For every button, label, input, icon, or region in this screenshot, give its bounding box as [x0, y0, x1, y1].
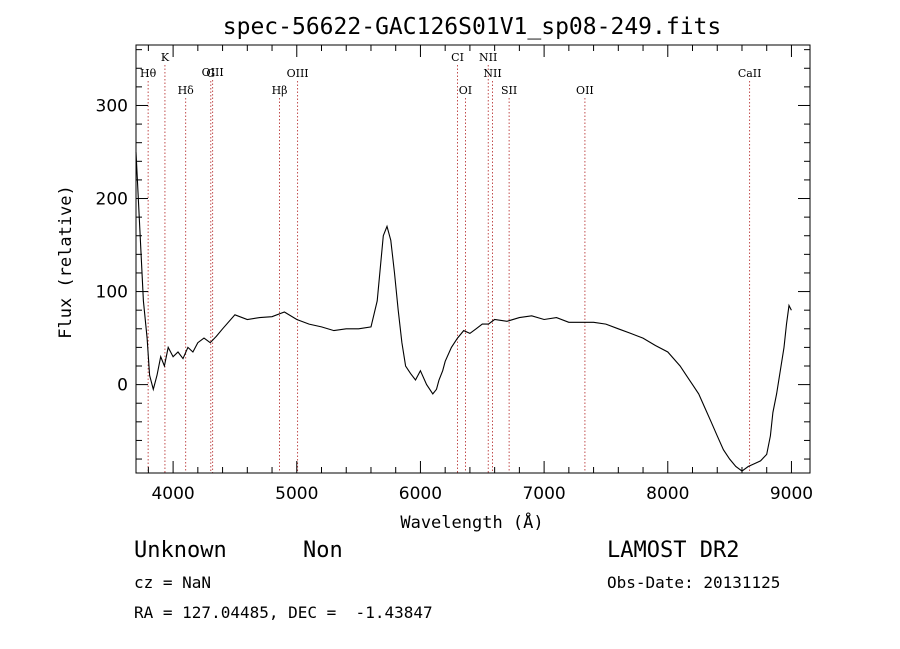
spectral-line-label: CaII — [738, 67, 762, 80]
x-tick-label: 9000 — [770, 484, 813, 504]
chart-title: spec-56622-GAC126S01V1_sp08-249.fits — [223, 14, 722, 40]
y-tick-label: 200 — [96, 190, 128, 210]
y-tick-label: 100 — [96, 283, 128, 303]
spectrum-series-line — [135, 151, 792, 472]
spectral-line-label: OIII — [202, 66, 224, 79]
object-subclass: Non — [303, 538, 343, 563]
spectral-line-label: Hθ — [140, 67, 157, 80]
y-axis-label: Flux (relative) — [56, 185, 76, 339]
y-tick-label: 0 — [117, 376, 128, 396]
spectral-line-label: OI — [459, 84, 472, 97]
spectral-line-label: OII — [576, 84, 594, 97]
plot-frame — [135, 44, 811, 474]
spectral-line-label: CI — [451, 51, 464, 64]
spectral-line-label: SII — [501, 84, 517, 97]
observation-date: Obs-Date: 20131125 — [607, 573, 781, 592]
axis-ticks: 4000 5000 6000 7000 8000 9000 0 100 200 300 — [96, 45, 813, 504]
spectral-line-label: G — [206, 67, 215, 80]
x-tick-label: 4000 — [151, 484, 194, 504]
object-class: Unknown — [134, 538, 227, 563]
spectral-line-label: OIII — [287, 67, 309, 80]
sky-coordinates: RA = 127.04485, DEC = -1.43847 — [134, 603, 433, 622]
spectral-line-label: NII — [479, 51, 497, 64]
spectral-line-markers — [147, 65, 751, 473]
spectral-line-label: Hδ — [178, 84, 195, 97]
x-tick-label: 8000 — [646, 484, 689, 504]
x-axis-label: Wavelength (Å) — [400, 511, 543, 533]
spectral-line-label: K — [161, 51, 170, 64]
y-tick-label: 300 — [96, 96, 128, 116]
x-tick-label: 7000 — [522, 484, 565, 504]
x-tick-label: 5000 — [275, 484, 318, 504]
redshift-cz: cz = NaN — [134, 573, 212, 592]
x-tick-label: 6000 — [399, 484, 442, 504]
survey-name: LAMOST DR2 — [607, 538, 740, 563]
spectral-line-label: Hβ — [272, 84, 288, 97]
spectral-line-label: NII — [483, 67, 501, 80]
